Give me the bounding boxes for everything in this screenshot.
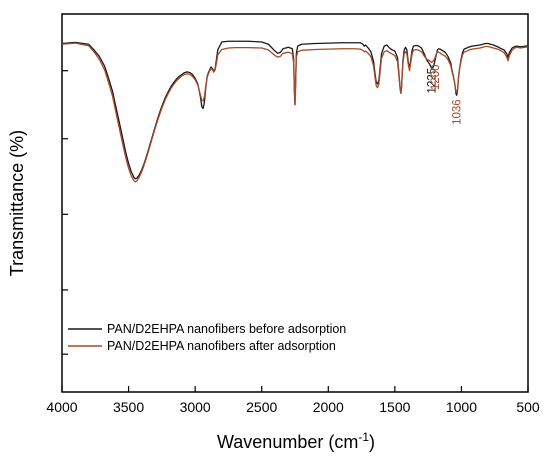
legend-label-before: PAN/D2EHPA nanofibers before adsorption [107, 322, 346, 336]
y-axis [62, 70, 68, 355]
x-tick-label: 1000 [446, 399, 477, 415]
x-tick-label: 3000 [180, 399, 211, 415]
x-axis-title: Wavenumber (cm-1) [217, 430, 375, 452]
peak-label-1036: 1036 [452, 99, 464, 125]
x-tick-label: 2500 [246, 399, 277, 415]
legend: PAN/D2EHPA nanofibers before adsorption … [68, 322, 346, 353]
series-line-after-adsorption [61, 42, 529, 183]
x-tick-label: 2000 [313, 399, 344, 415]
peak-label-1225: 1225 [427, 68, 439, 94]
y-axis-title: Transmittance (%) [7, 130, 27, 276]
x-tick-label: 500 [516, 399, 540, 415]
peak-label-1200: 1200 [430, 65, 442, 91]
x-tick-label: 3500 [113, 399, 144, 415]
x-tick-label: 4000 [46, 399, 77, 415]
x-axis: 4000 3500 3000 2500 2000 1500 1000 500 [46, 386, 540, 415]
plot-frame [61, 13, 529, 393]
series-layer [61, 40, 529, 183]
legend-label-after: PAN/D2EHPA nanofibers after adsorption [107, 339, 336, 353]
x-tick-label: 1500 [379, 399, 410, 415]
